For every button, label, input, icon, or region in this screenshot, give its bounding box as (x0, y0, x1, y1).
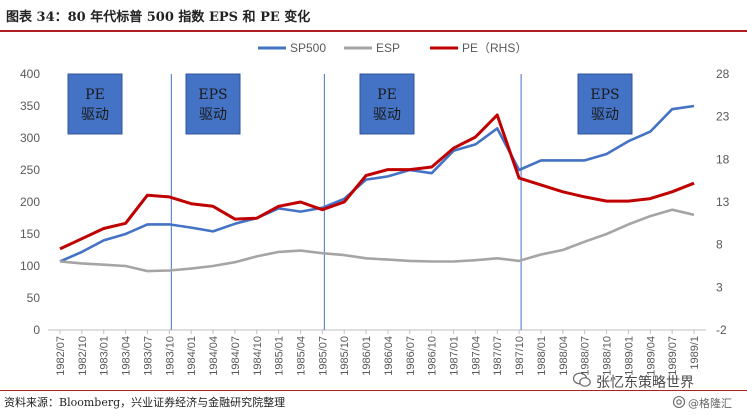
series-line-sp500 (59, 104, 695, 263)
regime-label-box (359, 73, 415, 135)
x-tick-label: 1989/04 (645, 336, 657, 376)
x-tick-label: 1983/01 (99, 336, 111, 376)
y-right-tick-label: 13 (716, 195, 730, 209)
y-left-tick-label: 100 (20, 259, 40, 273)
y-left-tick-label: 250 (20, 163, 40, 177)
y-left-tick-label: 350 (20, 99, 40, 113)
figure-title: 图表 34：80 年代标普 500 指数 EPS 和 PE 变化 (6, 10, 311, 25)
legend-label: SP500 (290, 41, 326, 55)
y-right-tick-label: 28 (716, 67, 730, 81)
regime-label-line2: 驱动 (373, 107, 401, 123)
x-tick-label: 1988/04 (558, 336, 570, 376)
watermark-account: 张忆东策略世界 (596, 375, 694, 391)
regime-label-line1: PE (377, 87, 397, 103)
x-axis: 1982/07 1982/10 1983/01 1983/04 1983/07 1983/… (48, 329, 706, 376)
x-tick-label: 1989/01 (623, 336, 635, 376)
title-bar: 图表 34：80 年代标普 500 指数 EPS 和 PE 变化 (0, 0, 747, 32)
x-tick-label: 1982/10 (77, 336, 89, 376)
footer-divider (0, 390, 747, 391)
y-left-tick-label: 0 (33, 323, 40, 337)
y-right-tick-label: 8 (716, 238, 723, 252)
series-line-esp (59, 208, 695, 273)
regime-label-line2: 驱动 (591, 107, 619, 123)
y-left-tick-label: 200 (20, 195, 40, 209)
x-tick-label: 1988/01 (536, 336, 548, 376)
x-tick-label: 1983/07 (142, 336, 154, 376)
wechat-icon (573, 372, 591, 387)
x-tick-label: 1988/07 (580, 336, 592, 376)
regime-label-line1: PE (85, 87, 105, 103)
x-tick-label: 1988/10 (602, 336, 614, 376)
regime-labels: PE 驱动 EPS 驱动 PE 驱动 EPS 驱动 (67, 73, 633, 135)
x-tick-label: 1984/01 (186, 336, 198, 376)
x-tick-label: 1986/04 (383, 336, 395, 376)
at-sign-icon (672, 395, 686, 409)
x-tick-label: 1984/07 (230, 336, 242, 376)
regime-separators (170, 74, 522, 330)
x-tick-label: 1983/04 (121, 336, 133, 376)
y-axis-left: 0 50 100 150 200 250 300 350 400 (20, 67, 40, 337)
legend-label: PE（RHS） (462, 41, 527, 55)
x-tick-label: 1982/07 (55, 336, 67, 376)
regime-label-line2: 驱动 (81, 107, 109, 123)
x-tick-label: 1989/1 (689, 336, 701, 370)
x-tick-label: 1987/04 (470, 336, 482, 376)
series-lines (59, 104, 695, 273)
y-right-tick-label: 23 (716, 110, 730, 124)
regime-label-box (67, 73, 123, 135)
regime-label-line1: EPS (590, 87, 619, 103)
x-tick-label: 1987/01 (449, 336, 461, 376)
x-tick-label: 1984/10 (252, 336, 264, 376)
y-left-tick-label: 300 (20, 131, 40, 145)
y-left-tick-label: 50 (27, 291, 41, 305)
x-tick-label: 1985/01 (274, 336, 286, 376)
chart-legend: SP500 ESP PE（RHS） (258, 41, 527, 55)
y-left-tick-label: 400 (20, 67, 40, 81)
regime-label-line2: 驱动 (199, 107, 227, 123)
x-tick-label: 1985/10 (339, 336, 351, 376)
y-left-tick-label: 150 (20, 227, 40, 241)
x-tick-label: 1986/01 (361, 336, 373, 376)
y-right-tick-label: -2 (716, 323, 727, 337)
x-tick-label: 1986/07 (405, 336, 417, 376)
line-chart: SP500 ESP PE（RHS） 0 50 100 150 200 250 300 350 400… (20, 41, 730, 376)
x-tick-label: 1987/10 (514, 336, 526, 376)
x-tick-label: 1985/07 (317, 336, 329, 376)
regime-label-box (577, 73, 633, 135)
y-right-tick-label: 3 (716, 280, 723, 294)
regime-label-box (185, 73, 241, 135)
legend-label: ESP (376, 41, 400, 55)
x-tick-label: 1986/10 (427, 336, 439, 376)
y-right-tick-label: 18 (716, 152, 730, 166)
regime-label-line1: EPS (198, 87, 227, 103)
x-tick-label: 1989/07 (667, 336, 679, 376)
x-tick-label: 1987/07 (492, 336, 504, 376)
watermark-handle: @格隆汇 (688, 397, 732, 410)
x-tick-label: 1985/04 (295, 336, 307, 376)
x-tick-label: 1983/10 (164, 336, 176, 376)
x-tick-label: 1984/04 (208, 336, 220, 376)
y-axis-right: -2 3 8 13 18 23 28 (716, 67, 730, 337)
series-line-perhs (59, 113, 695, 251)
source-note: 资料来源：Bloomberg，兴业证券经济与金融研究院整理 (4, 396, 286, 409)
